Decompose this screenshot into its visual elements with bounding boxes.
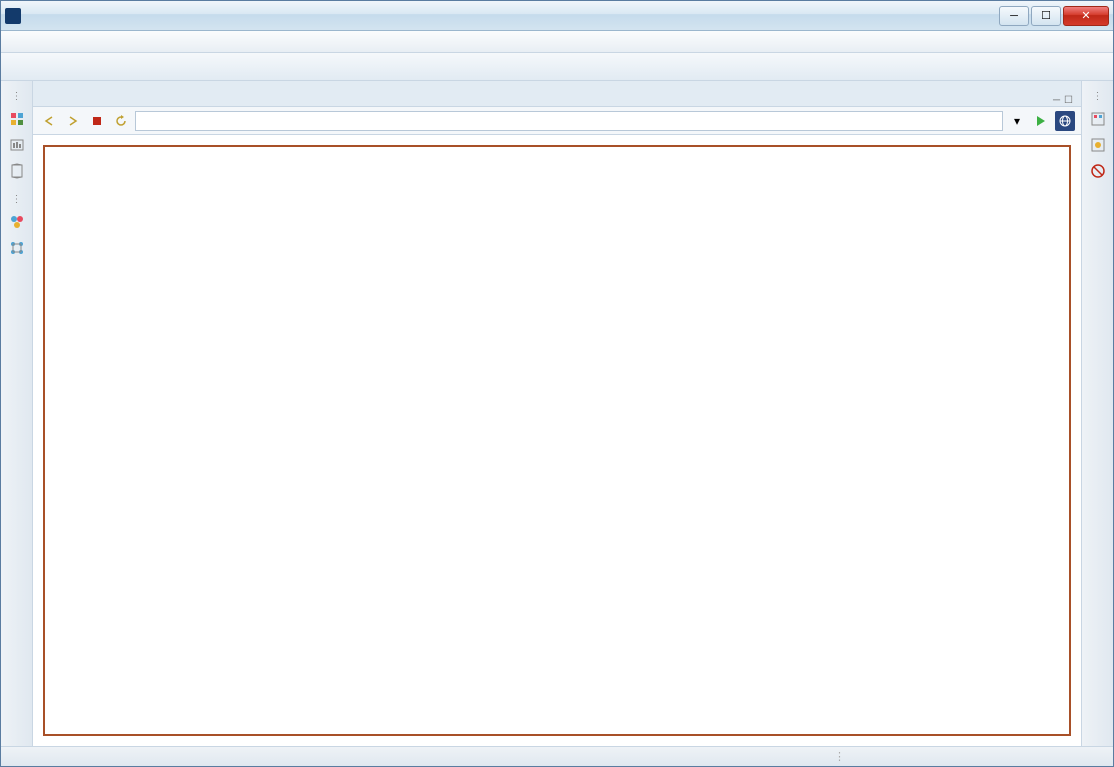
sash-icon: ⋮	[15, 85, 19, 102]
stop-icon[interactable]	[87, 111, 107, 131]
titlebar: ─ ☐ ✕	[1, 1, 1113, 31]
minimize-button[interactable]: ─	[999, 6, 1029, 26]
chart-frame	[43, 145, 1071, 736]
refresh-icon[interactable]	[111, 111, 131, 131]
app-window: ─ ☐ ✕ ⋮ ⋮ ─ ☐	[0, 0, 1114, 767]
tray-icon[interactable]	[8, 162, 26, 180]
window-controls: ─ ☐ ✕	[999, 6, 1109, 26]
tab-meta-controls: ─ ☐	[1053, 95, 1077, 106]
right-tray: ⋮	[1081, 81, 1113, 746]
close-button[interactable]: ✕	[1063, 6, 1109, 26]
tray-icon[interactable]	[8, 110, 26, 128]
back-icon[interactable]	[39, 111, 59, 131]
statusbar: ⋮	[1, 746, 1113, 766]
maximize-button[interactable]: ☐	[1031, 6, 1061, 26]
main-toolbar	[1, 53, 1113, 81]
minimize-view-icon[interactable]: ─	[1053, 95, 1060, 106]
content-pane	[33, 135, 1081, 746]
menubar	[1, 31, 1113, 53]
left-tray: ⋮ ⋮	[1, 81, 33, 746]
workbench-body: ⋮ ⋮ ─ ☐ ▾	[1, 81, 1113, 746]
go-icon[interactable]	[1031, 111, 1051, 131]
tray-icon[interactable]	[1089, 162, 1107, 180]
browser-toolbar: ▾	[33, 107, 1081, 135]
tray-icon[interactable]	[8, 136, 26, 154]
tray-icon[interactable]	[1089, 136, 1107, 154]
dropdown-icon[interactable]: ▾	[1007, 111, 1027, 131]
forward-icon[interactable]	[63, 111, 83, 131]
sash-icon: ⋮	[1096, 85, 1100, 102]
url-field[interactable]	[135, 111, 1003, 131]
line-chart	[45, 147, 1069, 734]
app-icon	[5, 8, 21, 24]
editor-tabs: ─ ☐	[33, 81, 1081, 107]
editor-area: ─ ☐ ▾	[33, 81, 1081, 746]
status-sep: ⋮	[834, 750, 845, 763]
tray-icon[interactable]	[8, 213, 26, 231]
maximize-view-icon[interactable]: ☐	[1064, 95, 1073, 106]
sash-icon: ⋮	[15, 188, 19, 205]
tray-icon[interactable]	[1089, 110, 1107, 128]
tray-icon[interactable]	[8, 239, 26, 257]
browser-icon[interactable]	[1055, 111, 1075, 131]
